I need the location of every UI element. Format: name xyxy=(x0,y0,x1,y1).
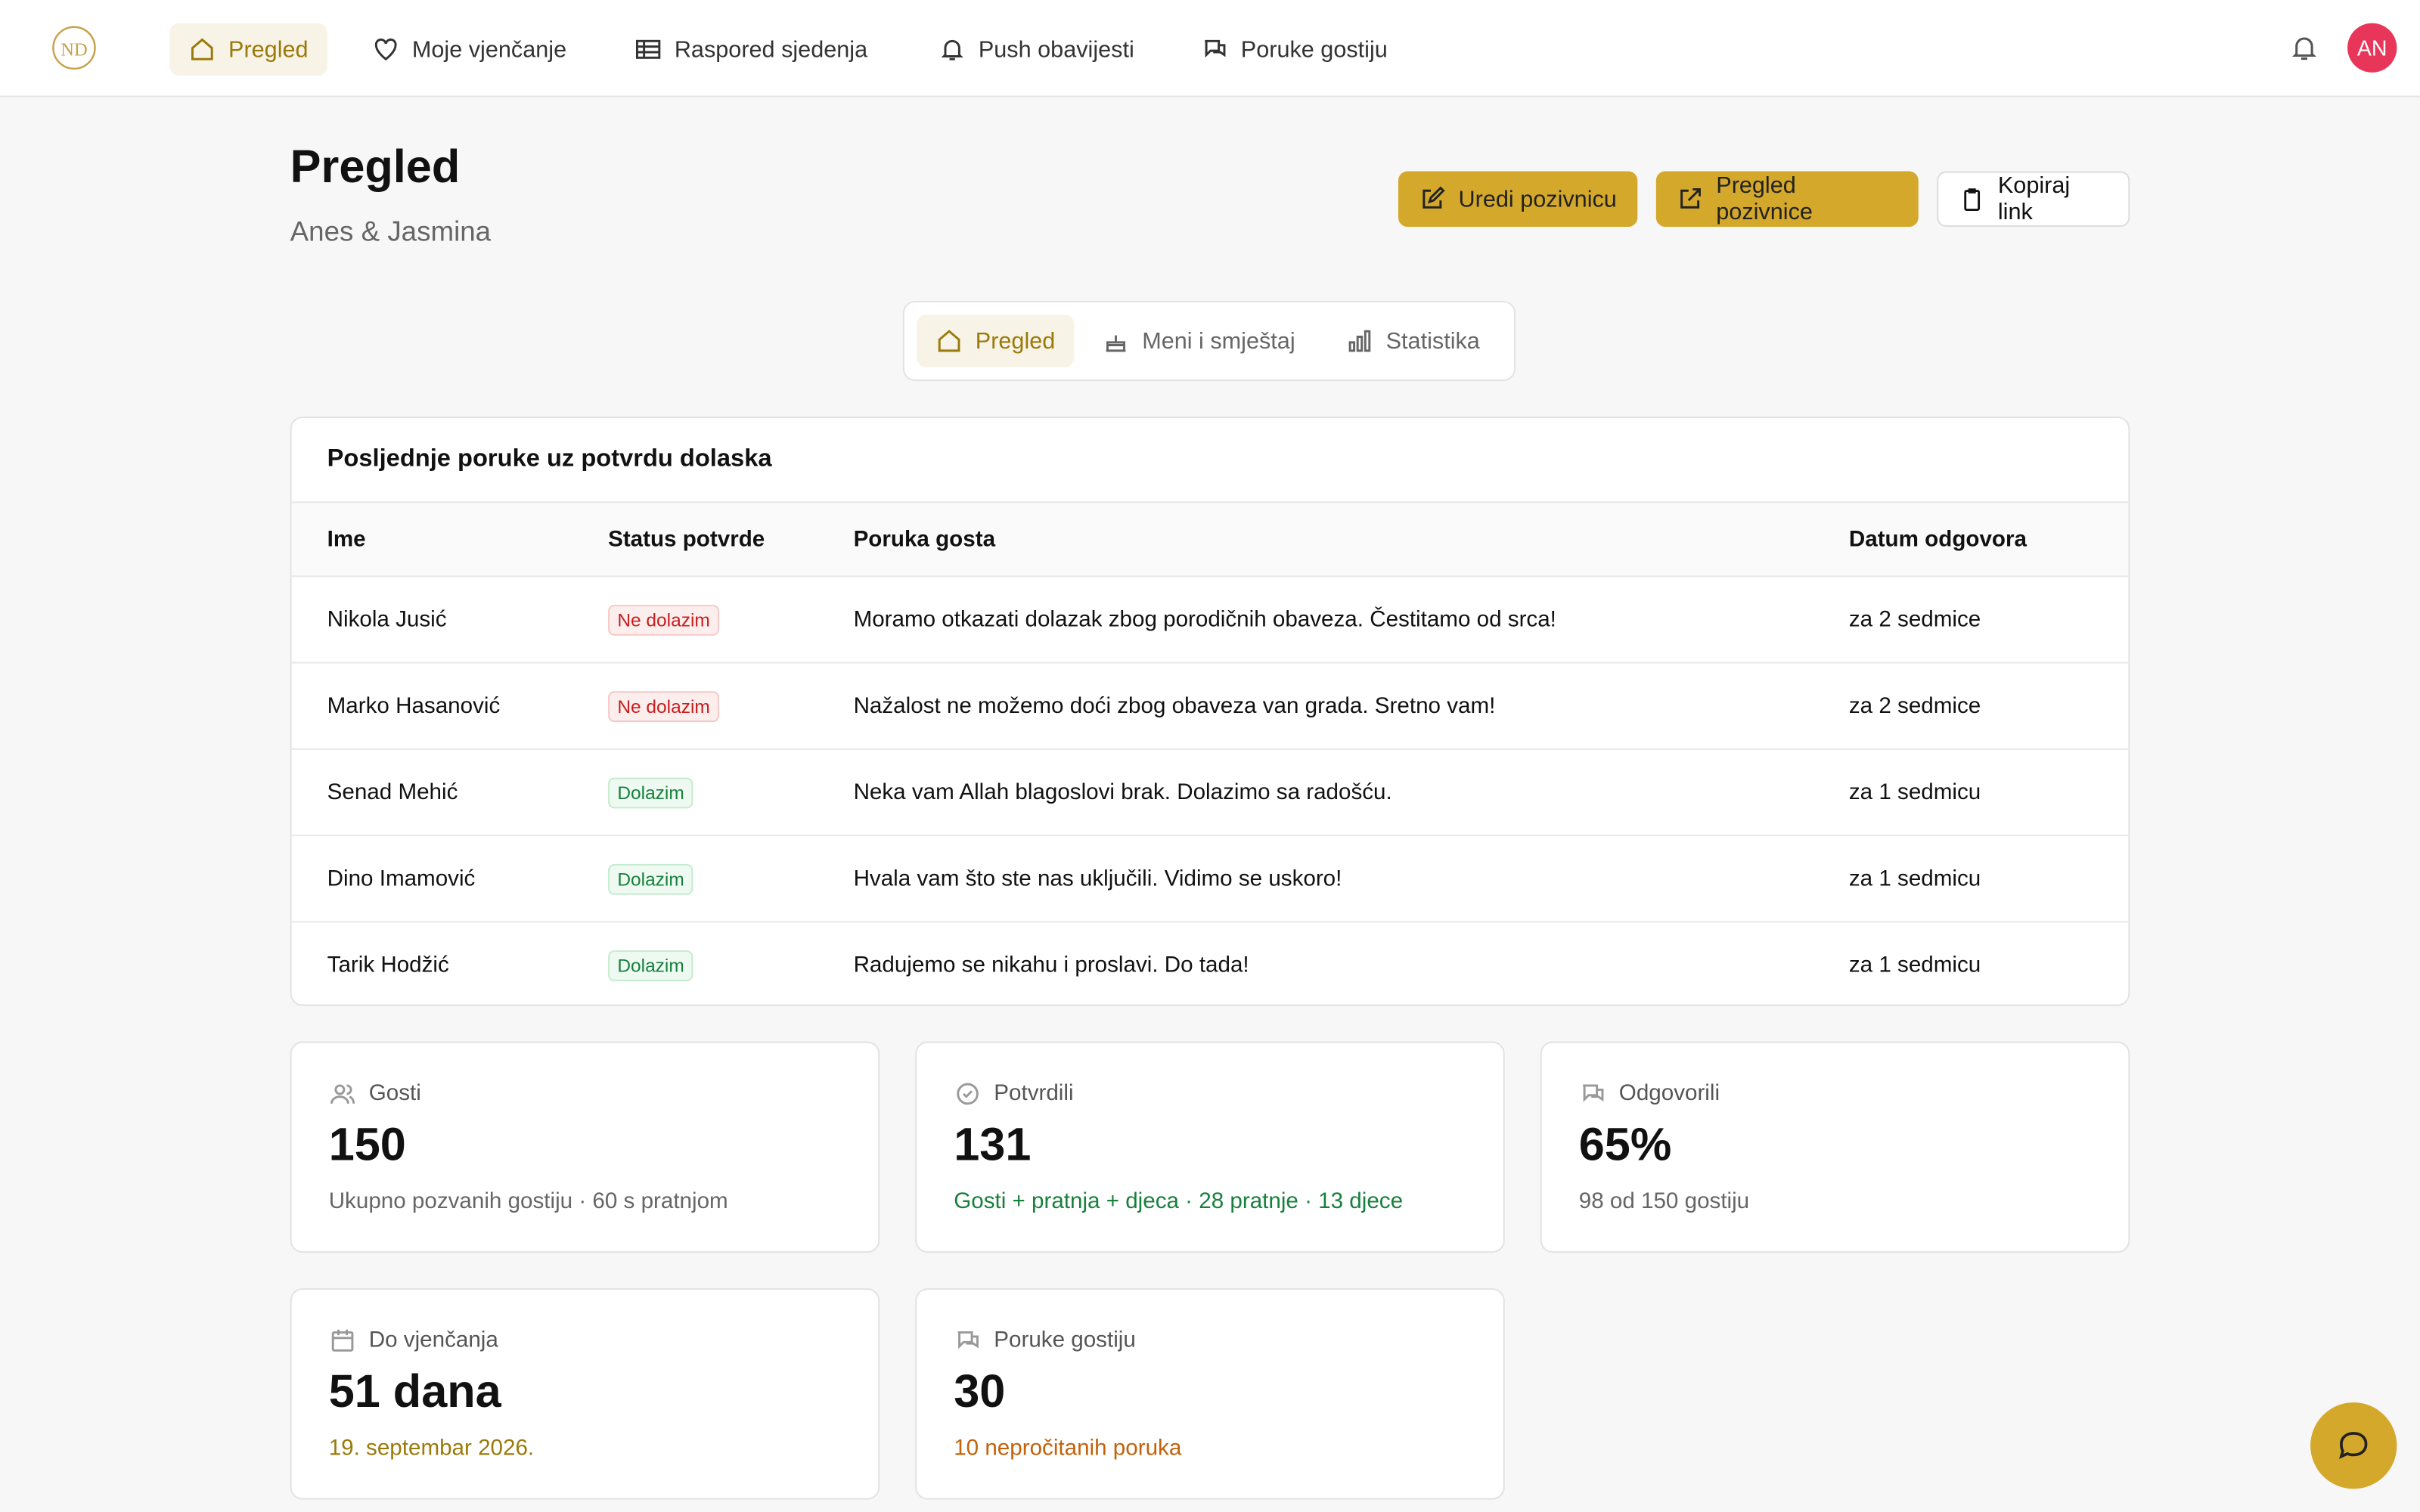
stat-label-row: Potvrdili xyxy=(954,1080,1074,1108)
stat-label-row: Poruke gostiju xyxy=(954,1327,1136,1355)
guest-name: Senad Mehić xyxy=(327,780,458,806)
status-badge: Dolazim xyxy=(608,863,694,895)
tab[interactable]: Statistika xyxy=(1327,314,1498,367)
column-header: Datum odgovora xyxy=(1848,527,2027,553)
stat-label: Odgovorili xyxy=(1618,1081,1720,1107)
guest-message: Neka vam Allah blagoslovi brak. Dolazimo… xyxy=(853,780,1392,806)
stat-note: 98 od 150 gostiju xyxy=(1578,1189,1750,1215)
stat-note: 10 nepročitanih poruka xyxy=(954,1436,1182,1461)
stat-note: 19. septembar 2026. xyxy=(328,1436,535,1461)
guest-name: Dino Imamović xyxy=(327,866,476,892)
nav-item[interactable]: Pregled xyxy=(169,23,327,76)
table-row: Dino Imamović Dolazim Hvala vam što ste na… xyxy=(291,835,2129,922)
button-label: Kopiraj link xyxy=(1997,172,2071,225)
stat-value: 150 xyxy=(328,1120,406,1171)
reply-date: za 2 sedmice xyxy=(1848,694,1981,720)
avatar[interactable]: AN xyxy=(2347,23,2397,73)
edit-button[interactable]: Uredi pozivnicu xyxy=(1398,171,1638,227)
copy-button[interactable]: Kopiraj link xyxy=(1937,171,2130,227)
status-badge: Dolazim xyxy=(608,950,694,981)
nav-item[interactable]: Poruke gostiju xyxy=(1182,23,1406,76)
stat-label-row: Do vjenčanja xyxy=(329,1327,498,1355)
table-header: Ime Status potvrde Poruka gosta Datum od… xyxy=(291,501,2129,578)
page-title: Pregled xyxy=(290,141,461,194)
stat-label-row: Gosti xyxy=(329,1080,421,1108)
table-row: Nikola Jusić Ne dolazim Moramo otkazati do… xyxy=(291,575,2129,663)
tab-label: Pregled xyxy=(975,327,1056,355)
tab[interactable]: Pregled xyxy=(917,314,1074,367)
nav-label: Moje vjenčanje xyxy=(411,36,567,63)
guest-name: Nikola Jusić xyxy=(327,608,447,633)
nav-item[interactable]: Raspored sjedenja xyxy=(616,23,886,76)
stat-value: 65% xyxy=(1578,1120,1672,1171)
status-badge: Dolazim xyxy=(608,777,694,809)
status-badge: Ne dolazim xyxy=(608,691,720,723)
stat-label-row: Odgovorili xyxy=(1579,1080,1720,1108)
page-subtitle: Anes & Jasmina xyxy=(290,215,492,247)
nav-label: Pregled xyxy=(228,36,309,63)
status-badge: Ne dolazim xyxy=(608,604,720,636)
column-header: Poruka gosta xyxy=(853,527,996,553)
nav-label: Raspored sjedenja xyxy=(674,36,868,63)
stat-card: Gosti 150 Ukupno pozvanih gostiju · 60 s p… xyxy=(290,1041,880,1253)
guest-message: Moramo otkazati dolazak zbog porodičnih … xyxy=(853,608,1556,633)
stat-note: Ukupno pozvanih gostiju · 60 s pratnjom xyxy=(328,1189,728,1215)
messages-table: Posljednje poruke uz potvrdu dolaska Ime… xyxy=(290,417,2130,1006)
table-row: Tarik Hodžić Dolazim Radujemo se nikahu i … xyxy=(291,921,2129,1004)
tab-label: Meni i smještaj xyxy=(1142,327,1295,355)
guest-message: Hvala vam što ste nas uključili. Vidimo … xyxy=(853,866,1342,892)
bell-icon[interactable] xyxy=(2289,33,2320,64)
guest-message: Nažalost ne možemo doći zbog obaveza van… xyxy=(853,694,1496,720)
reply-date: za 2 sedmice xyxy=(1848,608,1981,633)
stat-card: Poruke gostiju 30 10 nepročitanih poruka xyxy=(915,1288,1505,1500)
nav-item[interactable]: Moje vjenčanje xyxy=(353,23,585,76)
stat-card: Potvrdili 131 Gosti + pratnja + djeca · 28… xyxy=(915,1041,1505,1253)
guest-name: Tarik Hodžić xyxy=(327,953,449,978)
tab-label: Statistika xyxy=(1385,327,1480,355)
guest-message: Radujemo se nikahu i proslavi. Do tada! xyxy=(853,953,1249,978)
preview-button[interactable]: Pregled pozivnice xyxy=(1655,171,1919,227)
column-header: Status potvrde xyxy=(608,527,765,553)
stat-label: Potvrdili xyxy=(994,1081,1074,1107)
stat-label: Poruke gostiju xyxy=(994,1328,1136,1353)
stat-note: Gosti + pratnja + djeca · 28 pratnje · 1… xyxy=(954,1189,1404,1215)
reply-date: za 1 sedmicu xyxy=(1848,780,1981,806)
nav-item[interactable]: Push obavijesti xyxy=(920,23,1153,76)
table-row: Senad Mehić Dolazim Neka vam Allah blagosl… xyxy=(291,748,2129,836)
nav-label: Poruke gostiju xyxy=(1240,36,1388,63)
stat-label: Do vjenčanja xyxy=(368,1328,498,1353)
stat-card: Odgovorili 65% 98 od 150 gostiju xyxy=(1540,1041,2130,1253)
stat-label: Gosti xyxy=(368,1081,421,1107)
reply-date: za 1 sedmicu xyxy=(1848,866,1981,892)
stat-value: 30 xyxy=(954,1367,1006,1418)
button-label: Uredi pozivnicu xyxy=(1458,185,1617,212)
tab-bar: Pregled Meni i smještaj Statistika xyxy=(902,300,1516,382)
column-header: Ime xyxy=(327,527,366,553)
svg-text:ND: ND xyxy=(60,39,87,60)
button-label: Pregled pozivnice xyxy=(1716,172,1813,225)
nav-label: Push obavijesti xyxy=(978,36,1134,63)
tab[interactable]: Meni i smještaj xyxy=(1084,314,1314,367)
table-row: Marko Hasanović Ne dolazim Nažalost ne mož… xyxy=(291,662,2129,750)
stat-value: 51 dana xyxy=(328,1367,501,1418)
reply-date: za 1 sedmicu xyxy=(1848,953,1981,978)
chat-button[interactable] xyxy=(2310,1402,2397,1489)
guest-name: Marko Hasanović xyxy=(327,694,501,720)
stat-value: 131 xyxy=(954,1120,1032,1171)
logo: ND xyxy=(52,26,96,70)
table-title: Posljednje poruke uz potvrdu dolaska xyxy=(327,445,772,472)
stat-card: Do vjenčanja 51 dana 19. septembar 2026. xyxy=(290,1288,880,1500)
top-nav: ND Pregled Moje vjenčanje Raspored sjede… xyxy=(0,0,2420,98)
